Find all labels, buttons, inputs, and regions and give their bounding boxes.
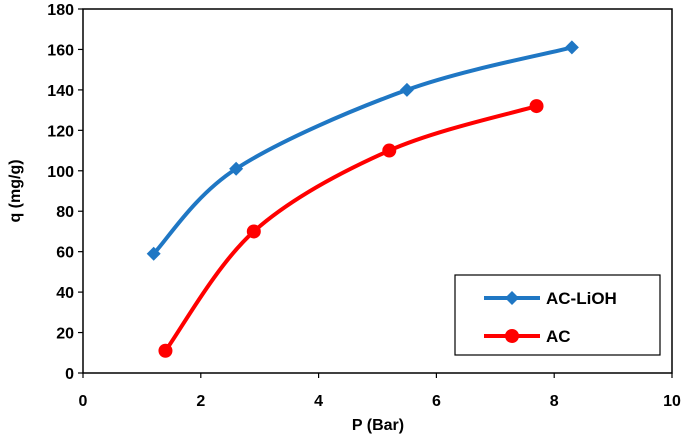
y-tick-label: 60 [56, 245, 74, 262]
data-point-1 [382, 143, 397, 158]
y-tick-label: 160 [47, 42, 74, 59]
legend-label: AC [546, 327, 571, 346]
x-tick-label: 10 [663, 393, 681, 410]
x-tick-label: 6 [432, 393, 441, 410]
y-tick-label: 0 [65, 366, 74, 383]
y-tick-label: 100 [47, 164, 74, 181]
y-tick-label: 40 [56, 285, 74, 302]
x-tick-label: 2 [196, 393, 205, 410]
data-point-0 [564, 40, 579, 55]
y-axis-ticks: 0 20 40 60 80 100 120 140 160 180 [47, 2, 83, 383]
y-tick-label: 180 [47, 2, 74, 19]
x-tick-label: 0 [79, 393, 88, 410]
plot-frame [82, 8, 673, 374]
y-axis-label: q (mg/g) [7, 159, 24, 222]
data-point-1 [246, 224, 261, 239]
series-line-0 [151, 45, 574, 256]
series-lines [151, 45, 574, 353]
data-point-0 [229, 161, 244, 176]
x-axis-ticks: 0 2 4 6 8 10 [79, 373, 681, 410]
y-tick-label: 120 [47, 123, 74, 140]
series-markers [146, 40, 579, 358]
x-tick-label: 4 [314, 393, 323, 410]
x-tick-label: 8 [550, 393, 559, 410]
legend-box [454, 274, 661, 356]
data-point-0 [399, 82, 414, 97]
legend: AC-LiOH AC [454, 274, 661, 356]
legend-swatch-marker [505, 329, 519, 343]
x-axis-label: P (Bar) [352, 417, 404, 434]
y-tick-label: 80 [56, 204, 74, 221]
legend-swatch-marker [505, 291, 519, 305]
series-line-1 [163, 104, 539, 353]
y-tick-label: 20 [56, 326, 74, 343]
data-point-1 [529, 99, 544, 114]
data-point-0 [146, 246, 161, 261]
y-tick-label: 140 [47, 83, 74, 100]
legend-items: AC-LiOH AC [484, 289, 617, 346]
data-point-1 [158, 343, 173, 358]
legend-label: AC-LiOH [546, 289, 617, 308]
